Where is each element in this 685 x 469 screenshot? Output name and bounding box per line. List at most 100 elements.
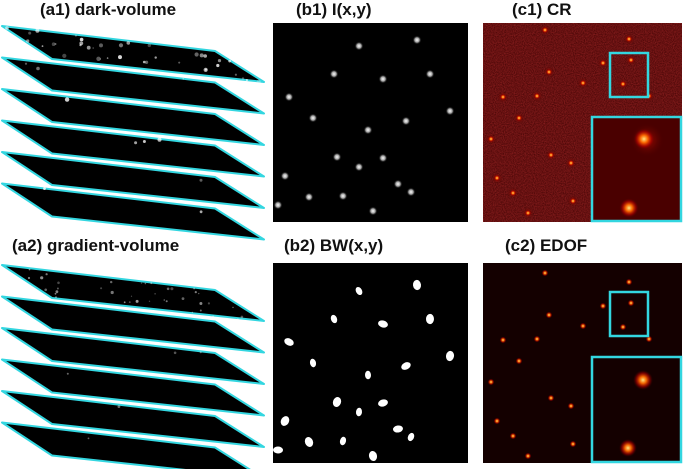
volume-speckle [147,43,151,48]
volume-speckle [86,45,91,50]
volume-speckle [99,43,103,48]
volume-speckle [157,137,162,142]
volume-speckle [173,351,177,355]
volume-speckle [130,295,133,297]
edof-spot [515,357,523,365]
edof-spot [625,278,633,286]
binary-blob [304,437,314,447]
cr-spot [533,92,541,100]
intensity-spot [273,200,283,210]
binary-blob [445,350,455,362]
volume-speckle [150,282,153,285]
intensity-spot [354,162,364,172]
cr-spot [569,197,577,205]
volume-speckle [134,141,138,145]
cr-spot [515,114,523,122]
volume-speckle [234,73,237,76]
volume-speckle [237,318,239,320]
volume-slice-1 [1,25,265,84]
volume-speckle [140,282,143,284]
volume-speckle [199,302,203,305]
volume-speckle [198,292,200,295]
title-b1: (b1) I(x,y) [296,0,372,19]
volume-speckle [118,55,122,60]
volume-speckle [5,26,9,30]
c2-zoom-spot-2 [619,439,637,457]
cr-spot [579,79,587,87]
intensity-spot [378,153,388,163]
binary-blob [280,416,290,426]
edof-spot [541,269,549,277]
gradient-volume-stack [1,264,265,469]
volume-speckle [36,66,40,71]
edof-spot [645,335,653,343]
volume-speckle [123,301,126,304]
intensity-spot [280,171,290,181]
volume-speckle [87,437,90,440]
title-b2: (b2) BW(x,y) [284,236,384,255]
binary-blob [309,358,317,368]
volume-speckle [55,296,57,298]
intensity-spot [425,69,435,79]
cr-spot [509,189,517,197]
intensity-spot [308,113,318,123]
cr-spot [627,56,635,64]
c1-zoom-inset [590,115,683,223]
edof-spot [599,302,607,310]
volume-slice-6 [1,421,251,469]
volume-speckle [99,58,101,60]
intensity-spot [304,192,314,202]
edof-spot [499,336,507,344]
volume-slice-1 [1,264,265,322]
intensity-spot [406,187,416,197]
intensity-spot [329,69,339,79]
volume-speckle [62,53,67,59]
volume-speckle [43,187,46,191]
c1-zoom-spot-1 [633,128,655,150]
volume-speckle [66,372,69,375]
binary-blob [364,370,372,380]
volume-speckle [204,68,207,71]
volume-speckle [199,53,204,58]
edof-spot [569,440,577,448]
volume-speckle [178,61,181,64]
intensity-spot [332,152,342,162]
volume-speckle [199,178,203,182]
volume-speckle [35,28,40,33]
binary-blob [355,407,363,417]
binary-blob [339,436,347,446]
volume-speckle [232,306,234,309]
cr-spot [487,135,495,143]
c1-zoom-spot-2 [619,198,639,218]
volume-speckle [193,287,196,290]
binary-blob [330,314,338,324]
volume-slice-3 [1,88,265,146]
intensity-spot [393,179,403,189]
edof-spot [579,322,587,330]
binary-blob [284,338,294,346]
volume-slice-4 [1,119,265,178]
edof-spot [545,311,553,319]
binary-blob [378,320,388,328]
intensity-spot [445,106,455,116]
volume-slice-2 [1,56,265,115]
intensity-spot [338,191,348,201]
panel-b2-background [273,263,468,463]
volume-speckle [126,41,131,45]
c1-roi-box [608,51,650,99]
edof-spot [533,335,541,343]
binary-blob [412,279,422,291]
volume-speckle [166,287,170,291]
title-a2: (a2) gradient-volume [12,236,180,255]
volume-speckle [148,300,151,302]
panel-c1-cr [483,23,683,223]
volume-speckle [165,300,168,303]
volume-speckle [199,210,203,214]
volume-speckle [245,79,248,82]
edof-spot [509,432,517,440]
volume-speckle [228,59,232,63]
volume-speckle [154,293,156,295]
cr-spot [599,59,607,67]
volume-speckle [45,273,48,276]
